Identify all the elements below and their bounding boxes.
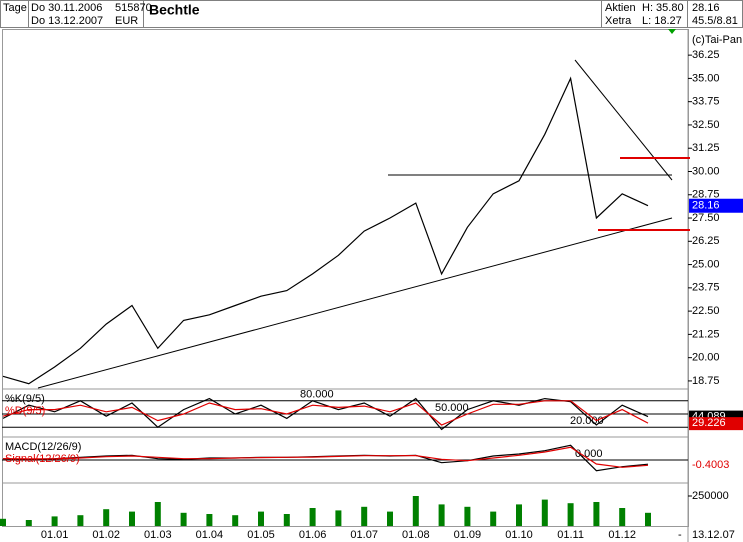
volume-bar	[180, 512, 187, 526]
x-tick-label: 01.10	[505, 529, 533, 541]
y-tick-label: 26.25	[692, 235, 720, 247]
y-tick-label: 30.00	[692, 165, 720, 177]
exchange: Xetra	[605, 15, 632, 27]
x-tick-label: 01.02	[92, 529, 120, 541]
volume-bar	[77, 515, 84, 526]
x-tick-label: 01.04	[196, 529, 224, 541]
volume-bar	[258, 511, 264, 526]
y-tick-label: 22.50	[692, 305, 720, 317]
last-value-box	[689, 459, 743, 473]
price-line	[2, 76, 649, 385]
volume-bar	[51, 516, 58, 526]
x-tick-label: 01.06	[299, 529, 327, 541]
volume-bar	[361, 506, 368, 526]
copyright: (c)Tai-Pan	[692, 34, 742, 46]
y-tick-label: 250000	[692, 490, 729, 502]
from-date: Do 30.11.2006	[31, 2, 102, 14]
to-date: Do 13.12.2007	[31, 15, 103, 27]
last-value-box	[689, 198, 743, 213]
cell	[0, 0, 29, 28]
marker	[668, 29, 676, 34]
kind: Aktien	[605, 2, 636, 14]
volume-bar	[103, 509, 110, 526]
wkn: 515870	[115, 2, 152, 14]
stock-name: Bechtle	[149, 2, 200, 18]
volume-bar	[593, 502, 600, 526]
series-line	[2, 400, 649, 426]
series-line	[2, 446, 649, 468]
volume-bar	[438, 504, 445, 526]
volume-bar	[464, 506, 471, 526]
y-tick-label: 23.75	[692, 282, 720, 294]
x-tick-label: 01.03	[144, 529, 172, 541]
volume-bar	[206, 514, 213, 526]
volume-bar	[309, 508, 316, 526]
x-tick-label: 01.01	[41, 529, 69, 541]
y-tick-label: 28.75	[692, 189, 720, 201]
header: Tage Do 30.11.2006 Do 13.12.2007 515870 …	[0, 0, 743, 28]
x-tick-label: 01.12	[608, 529, 636, 541]
legend-entry: Signal(12/26/9)	[5, 453, 80, 465]
cell	[28, 0, 144, 28]
cell	[143, 0, 602, 28]
x-tick-label: 01.08	[402, 529, 430, 541]
last-value-label: 28.16	[692, 200, 720, 212]
y-tick-label: 31.25	[692, 142, 720, 154]
volume-bar	[25, 520, 32, 526]
last-value-box	[689, 417, 743, 431]
volume-bar	[619, 508, 626, 526]
volume-bar	[232, 515, 239, 526]
volume-bar	[387, 511, 393, 526]
dash: -	[678, 529, 682, 541]
y-tick-label: 32.50	[692, 119, 720, 131]
end-date: 13.12.07	[692, 529, 735, 541]
y-tick-label: 80.000	[300, 389, 334, 401]
range: 45.5/8.81	[692, 15, 738, 27]
series-line	[2, 397, 649, 431]
volume-bar	[335, 510, 342, 526]
volume-bar	[490, 511, 497, 526]
trendline	[37, 217, 673, 389]
x-tick-label: 01.09	[454, 529, 482, 541]
volume-bar	[154, 502, 161, 526]
y-tick-label: 33.75	[692, 96, 720, 108]
volume-bar	[541, 499, 548, 526]
y-tick-label: 20.00	[692, 352, 720, 364]
x-tick-label: 01.07	[350, 529, 378, 541]
y-tick-label: 27.50	[692, 212, 720, 224]
cell	[601, 0, 688, 28]
legend-entry: MACD(12/26/9)	[5, 441, 81, 453]
high: H: 35.80	[642, 2, 684, 14]
volume-bar	[567, 503, 574, 526]
period: Tage	[3, 2, 27, 14]
y-tick-label: 36.25	[692, 49, 720, 61]
trendline	[574, 59, 673, 181]
x-tick-label: 01.05	[247, 529, 275, 541]
last-value-label: 29.226	[692, 417, 726, 429]
low: L: 18.27	[642, 15, 682, 27]
y-tick-label: 50.000	[435, 402, 469, 414]
y-tick-label: 25.00	[692, 258, 720, 270]
y-tick-label: 21.25	[692, 328, 720, 340]
volume-bar	[645, 512, 651, 526]
volume-bar	[129, 511, 135, 526]
last-value-label: -0.4003	[692, 459, 729, 471]
volume-bar	[516, 504, 522, 526]
volume-bar	[412, 496, 419, 526]
last-price: 28.16	[692, 2, 720, 14]
y-tick-label: 35.00	[692, 72, 720, 84]
legend-entry: %K(9/5)	[5, 393, 45, 405]
legend-entry: %D(9/5)	[5, 405, 45, 417]
volume-bar	[0, 518, 6, 526]
volume-bar	[283, 514, 290, 526]
y-tick-label: 18.75	[692, 375, 720, 387]
x-tick-label: 01.11	[557, 529, 584, 541]
currency: EUR	[115, 15, 138, 27]
